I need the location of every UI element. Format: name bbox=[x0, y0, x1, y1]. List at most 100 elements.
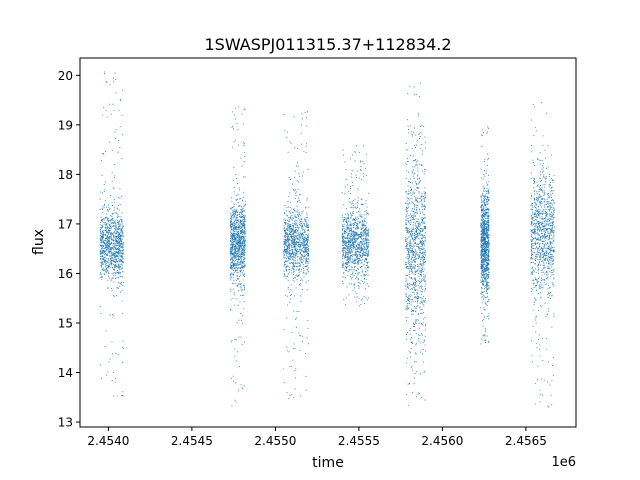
data-point bbox=[418, 235, 420, 237]
data-point bbox=[104, 229, 106, 231]
data-point bbox=[361, 255, 363, 257]
data-point bbox=[364, 271, 366, 273]
data-point bbox=[292, 183, 293, 185]
data-point bbox=[120, 266, 122, 268]
data-point bbox=[107, 236, 109, 238]
data-point bbox=[348, 198, 350, 200]
data-point bbox=[419, 210, 421, 212]
data-point bbox=[120, 223, 122, 225]
data-point bbox=[288, 225, 290, 227]
data-point bbox=[103, 256, 105, 258]
data-point bbox=[417, 218, 419, 220]
data-point bbox=[405, 309, 407, 311]
data-point bbox=[368, 285, 369, 287]
data-point bbox=[102, 192, 103, 194]
data-point bbox=[118, 229, 120, 231]
data-point bbox=[342, 264, 344, 266]
data-point bbox=[229, 244, 231, 246]
data-point bbox=[231, 239, 233, 241]
data-point bbox=[414, 234, 416, 236]
data-point bbox=[414, 265, 416, 267]
data-point bbox=[345, 247, 347, 249]
data-point bbox=[353, 244, 355, 246]
data-point bbox=[347, 214, 349, 216]
data-point bbox=[358, 305, 360, 307]
data-point bbox=[305, 255, 307, 257]
data-point bbox=[418, 242, 420, 244]
data-point bbox=[286, 392, 288, 393]
data-point bbox=[421, 245, 423, 247]
data-point bbox=[425, 240, 427, 242]
data-point bbox=[241, 266, 243, 268]
data-point bbox=[415, 270, 417, 272]
data-point bbox=[289, 301, 291, 303]
data-point bbox=[424, 325, 426, 327]
data-point bbox=[291, 256, 293, 257]
data-point bbox=[417, 300, 418, 302]
data-point bbox=[354, 228, 356, 230]
data-point bbox=[354, 237, 356, 239]
data-point bbox=[307, 250, 309, 252]
data-point bbox=[352, 232, 354, 234]
data-point bbox=[239, 198, 241, 200]
data-point bbox=[342, 261, 344, 263]
data-point bbox=[350, 231, 352, 233]
data-point bbox=[293, 265, 295, 267]
data-point bbox=[366, 239, 368, 241]
data-point bbox=[298, 244, 300, 246]
data-point bbox=[241, 243, 243, 245]
data-point bbox=[241, 227, 243, 229]
data-point bbox=[294, 214, 296, 216]
data-point bbox=[295, 368, 297, 370]
data-point bbox=[101, 273, 103, 275]
data-point bbox=[305, 262, 307, 264]
data-point bbox=[233, 251, 235, 253]
data-point bbox=[229, 225, 231, 227]
data-point bbox=[293, 208, 295, 210]
data-point bbox=[415, 242, 417, 244]
data-point bbox=[234, 230, 236, 232]
data-point bbox=[238, 256, 240, 257]
data-point bbox=[349, 259, 351, 261]
data-point bbox=[418, 208, 420, 210]
data-point bbox=[350, 212, 351, 214]
data-point bbox=[118, 140, 120, 141]
data-point bbox=[307, 227, 309, 228]
data-point bbox=[408, 215, 410, 216]
data-point bbox=[306, 240, 307, 242]
data-point bbox=[353, 246, 355, 248]
data-point bbox=[101, 260, 103, 262]
data-point bbox=[106, 82, 108, 83]
data-point bbox=[345, 228, 347, 230]
data-point bbox=[354, 224, 355, 226]
data-point bbox=[237, 242, 239, 244]
data-point bbox=[285, 244, 287, 246]
data-point bbox=[411, 278, 413, 280]
data-point bbox=[121, 276, 123, 278]
data-point bbox=[107, 240, 109, 241]
data-point bbox=[346, 217, 348, 219]
data-point bbox=[362, 239, 364, 241]
data-point bbox=[410, 213, 411, 215]
data-point bbox=[115, 224, 117, 226]
data-point bbox=[291, 237, 293, 239]
data-point bbox=[112, 353, 114, 355]
data-point bbox=[114, 243, 116, 245]
data-point bbox=[114, 235, 116, 237]
data-point bbox=[360, 229, 362, 231]
data-point bbox=[296, 236, 298, 238]
data-point bbox=[407, 302, 409, 304]
data-point bbox=[414, 258, 416, 260]
data-point bbox=[300, 244, 302, 245]
data-point bbox=[108, 248, 110, 250]
data-point bbox=[286, 265, 288, 267]
data-point bbox=[298, 265, 300, 267]
data-point bbox=[108, 243, 110, 245]
data-point bbox=[365, 214, 367, 216]
data-point bbox=[308, 245, 310, 247]
data-point bbox=[425, 280, 427, 282]
data-point bbox=[237, 267, 238, 269]
data-point bbox=[343, 226, 345, 228]
data-point bbox=[244, 237, 246, 239]
data-point bbox=[405, 247, 407, 249]
